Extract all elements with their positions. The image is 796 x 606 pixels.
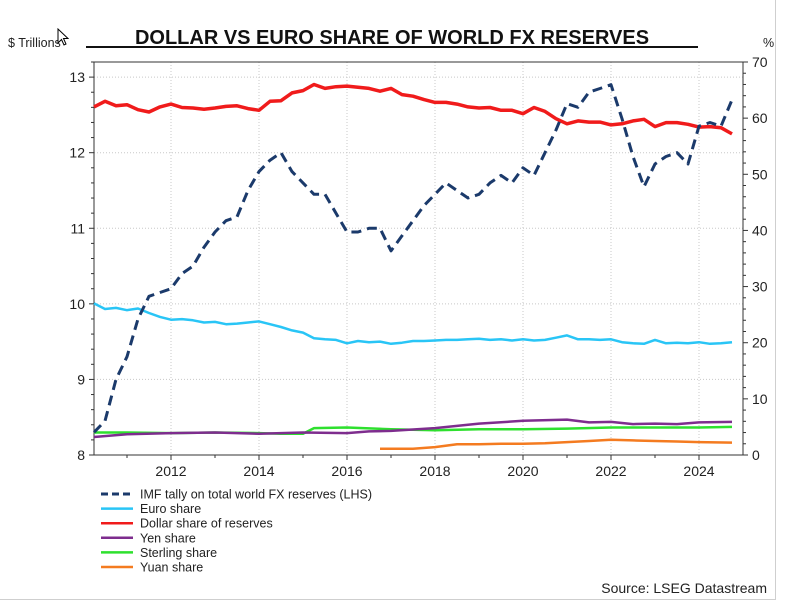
- right-tick-label: 30: [752, 279, 768, 295]
- series-lines: [92, 82, 734, 451]
- chart-title: DOLLAR VS EURO SHARE OF WORLD FX RESERVE…: [135, 27, 649, 49]
- dollar-share-line: [93, 82, 733, 136]
- left-tick-label: 12: [69, 145, 85, 161]
- left-tick-label: 10: [69, 296, 85, 312]
- legend-label: Yen share: [140, 531, 196, 545]
- x-tick-label: 2018: [419, 463, 450, 479]
- left-tick-label: 8: [77, 447, 85, 463]
- imf-reserves-line: [92, 83, 734, 434]
- legend: IMF tally on total world FX reserves (LH…: [101, 488, 372, 575]
- legend-label: Yuan share: [140, 561, 203, 575]
- left-tick-label: 11: [70, 220, 85, 236]
- right-tick-label: 10: [752, 391, 768, 407]
- x-tick-label: 2014: [243, 463, 274, 479]
- euro-share-line: [93, 302, 733, 346]
- right-tick-label: 70: [752, 54, 768, 70]
- mouse-cursor-icon: [57, 28, 70, 46]
- x-tick-label: 2020: [507, 463, 538, 479]
- legend-item-imf-reserves: IMF tally on total world FX reserves (LH…: [101, 488, 372, 502]
- x-tick-label: 2022: [595, 463, 626, 479]
- legend-label: Sterling share: [140, 546, 217, 560]
- yuan-share-line: [380, 438, 733, 451]
- legend-item-yuan-share: Yuan share: [101, 561, 203, 575]
- right-tick-label: 40: [752, 222, 768, 238]
- left-tick-label: 13: [69, 69, 85, 85]
- x-tick-label: 2024: [683, 463, 714, 479]
- legend-item-yen-share: Yen share: [101, 531, 196, 545]
- left-axis-label: $ Trillions: [8, 36, 61, 50]
- right-axis-label: %: [763, 36, 774, 50]
- right-tick-label: 60: [752, 110, 768, 126]
- axes: 2012 2014 2016 2018 2020 2022 2024 8 9 10 11 12 13 0 1…: [69, 54, 767, 479]
- right-tick-label: 50: [752, 166, 768, 182]
- legend-item-euro-share: Euro share: [101, 502, 201, 516]
- left-tick-label: 9: [77, 371, 85, 387]
- legend-label: Dollar share of reserves: [140, 517, 273, 531]
- source-note: Source: LSEG Datastream: [601, 580, 767, 596]
- legend-item-dollar-share: Dollar share of reserves: [101, 517, 273, 531]
- legend-label: Euro share: [140, 502, 201, 516]
- x-tick-label: 2012: [155, 463, 186, 479]
- x-tick-label: 2016: [331, 463, 362, 479]
- chart-frame: [0, 0, 776, 600]
- yen-share-line: [93, 418, 733, 439]
- legend-item-sterling-share: Sterling share: [101, 546, 217, 560]
- right-tick-label: 20: [752, 335, 768, 351]
- legend-label: IMF tally on total world FX reserves (LH…: [140, 488, 372, 502]
- right-tick-label: 0: [752, 447, 760, 463]
